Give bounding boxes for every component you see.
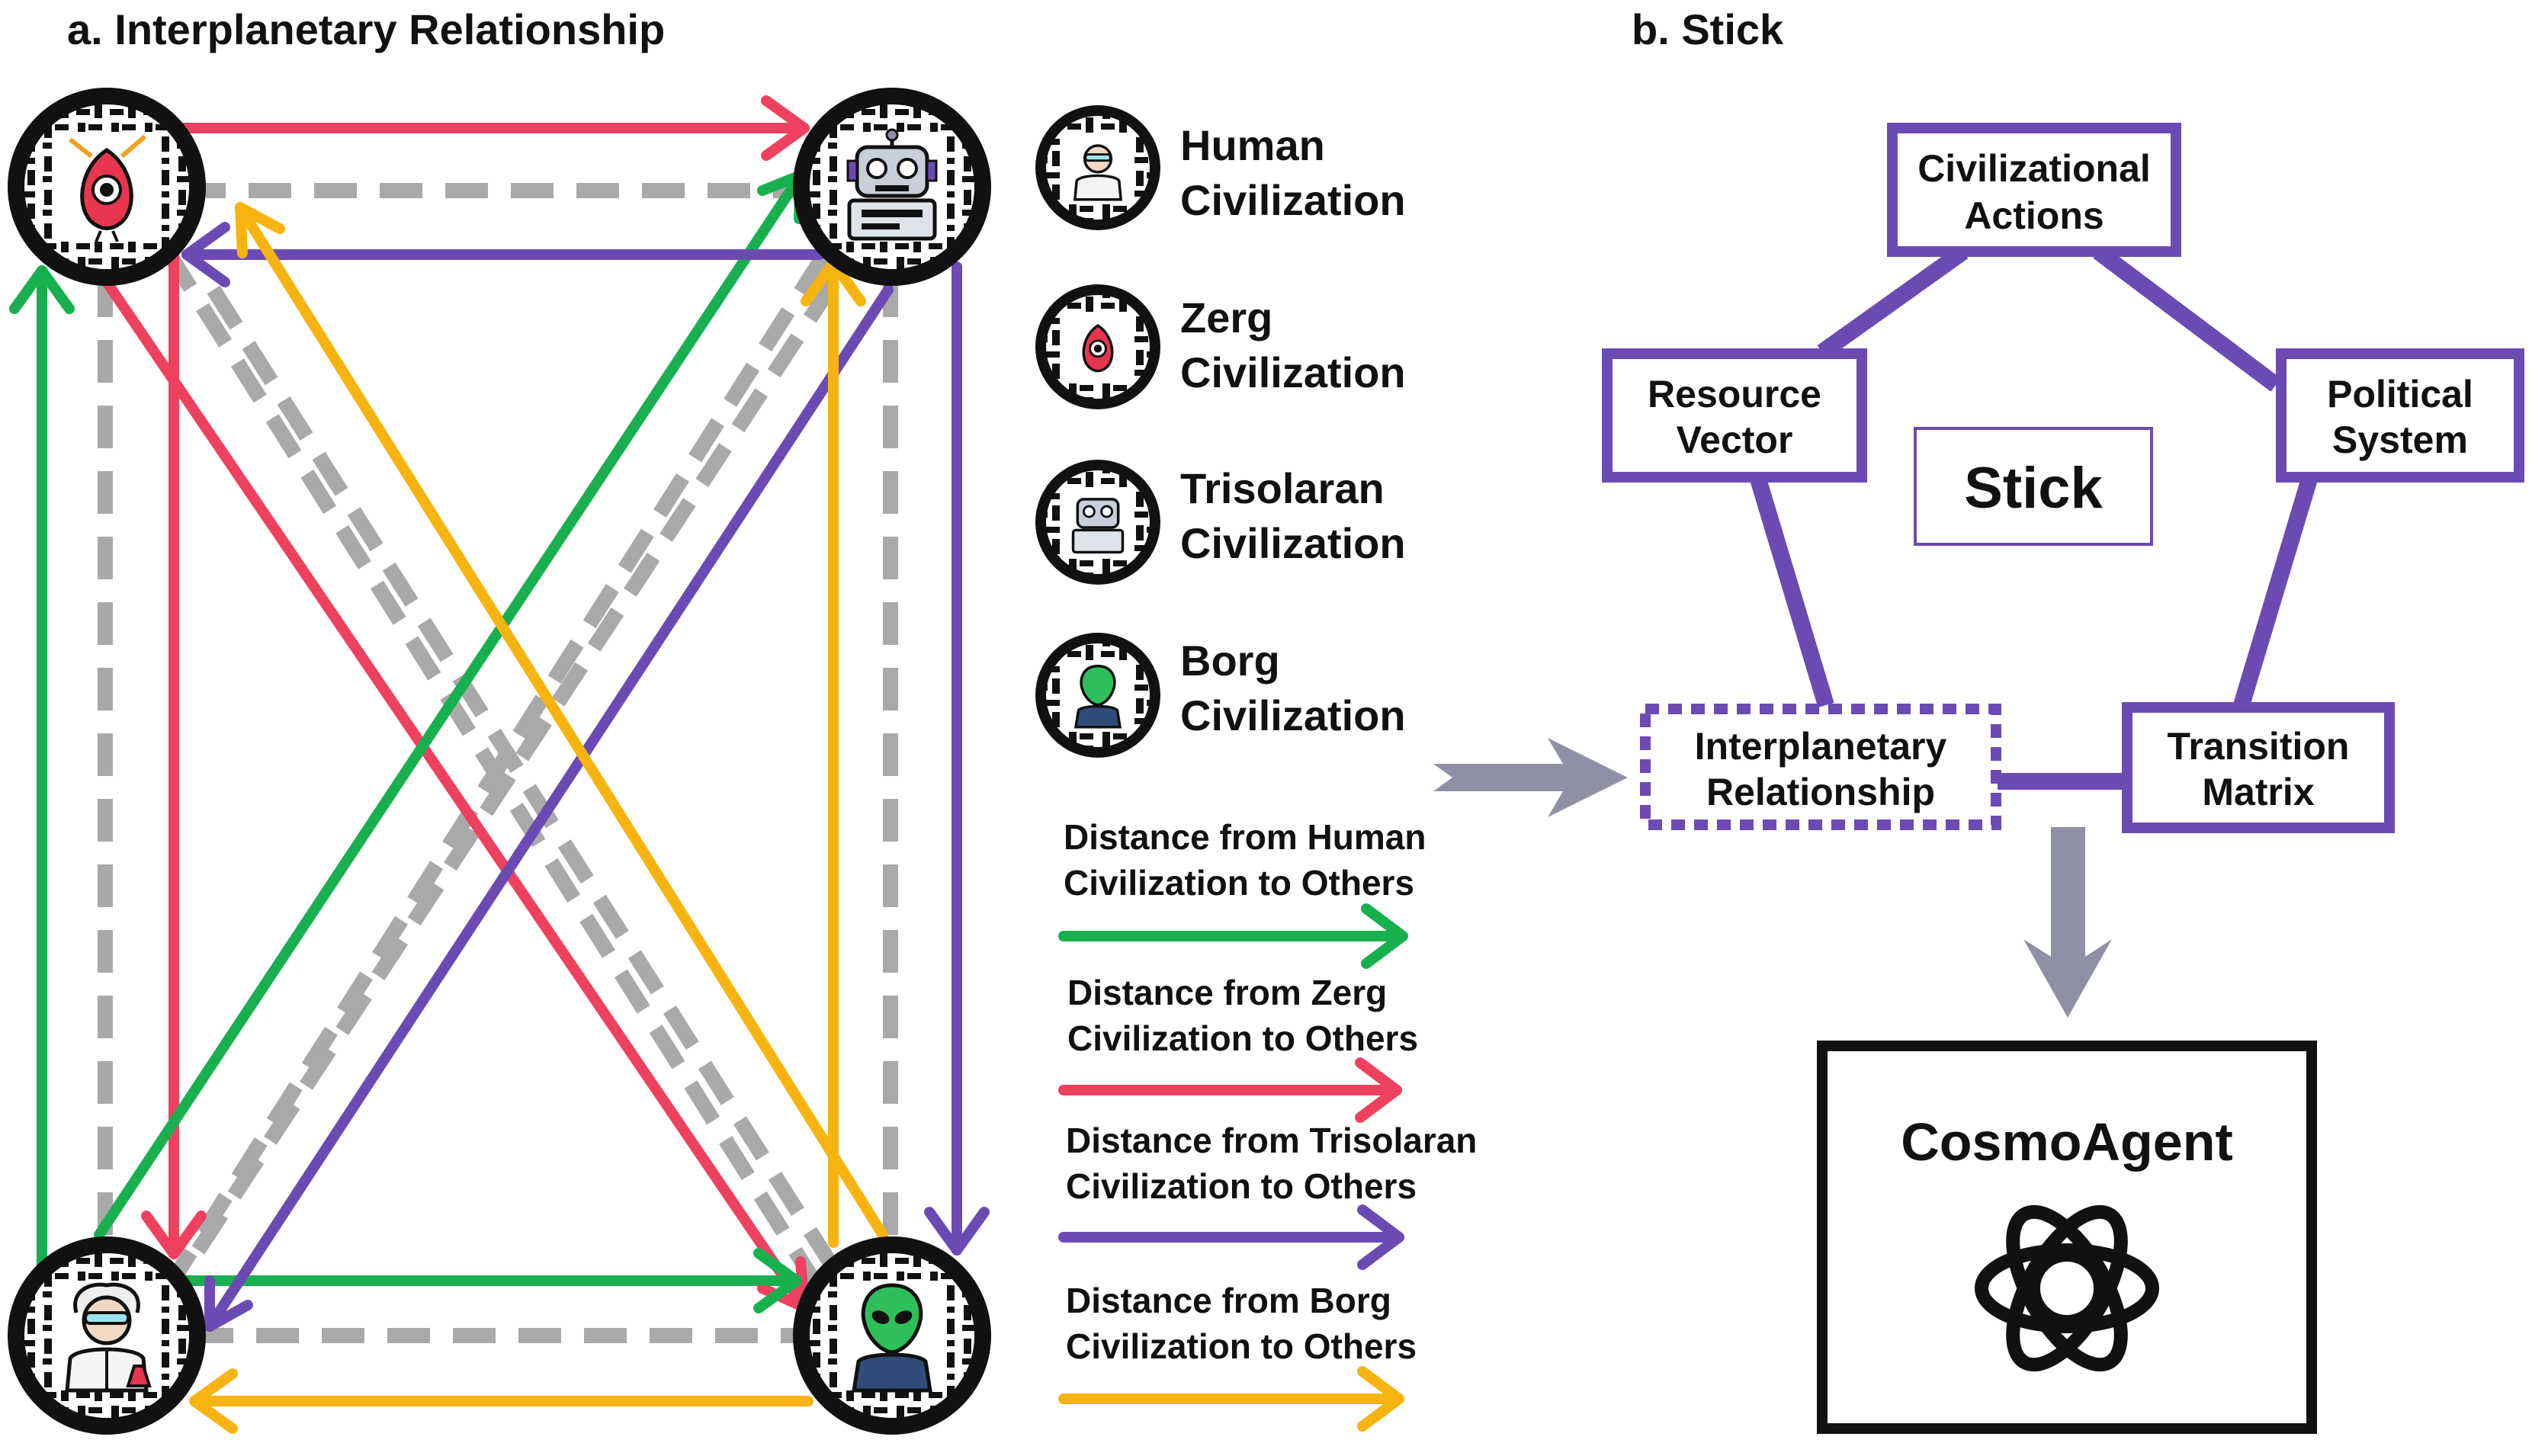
- trisolaran-arrows: [181, 222, 990, 1332]
- box-transition-matrix: Transition Matrix: [2122, 702, 2395, 833]
- box-political-system: Political System: [2276, 348, 2524, 483]
- svg-text:Stick: Stick: [1964, 456, 2103, 521]
- relationship-arrows: [9, 95, 990, 1434]
- legend-civilizations: Human Civilization Zerg Civilization Tri…: [1035, 105, 1406, 758]
- svg-text:Actions: Actions: [1964, 194, 2104, 237]
- legend-zerg-line1: Zerg: [1180, 293, 1272, 342]
- legend-borg-line1: Borg: [1180, 637, 1280, 685]
- flow-arrow-down: [2023, 827, 2112, 1018]
- legend-trisolaran-line2: Civilization: [1180, 519, 1406, 567]
- legend-borg: [1035, 633, 1160, 758]
- zerg-arrows: [101, 95, 810, 1313]
- dashed-line-diag-d: [191, 247, 861, 1255]
- flow-arrow-right: [1433, 738, 1628, 817]
- panel-a-title: a. Interplanetary Relationship: [67, 5, 665, 53]
- zerg-icon: [69, 134, 146, 242]
- legend-human-line1: Human: [1180, 121, 1325, 169]
- legend-trisolaran: [1035, 460, 1160, 585]
- box-stick-center: Stick: [1914, 427, 2153, 546]
- trisolaran-to-human-arrow: [204, 284, 894, 1332]
- legend-arrow-borg: [1058, 1366, 1404, 1432]
- legend-zerg-line2: Civilization: [1180, 348, 1406, 396]
- trisolaran-to-borg-head: [924, 1207, 990, 1256]
- dashed-line-diag-b: [161, 239, 838, 1293]
- node-borg: [793, 1236, 991, 1435]
- svg-text:Civilizational: Civilizational: [1917, 147, 2151, 190]
- scientist-icon: [1073, 144, 1123, 201]
- trisolaran-to-zerg-head: [181, 222, 230, 287]
- svg-text:System: System: [2332, 419, 2468, 461]
- scientist-icon: [65, 1282, 152, 1393]
- legend-arrow-zerg: [1058, 1057, 1402, 1123]
- box-interplanetary-relationship: Interplanetary Relationship: [1640, 704, 2001, 830]
- svg-text:Interplanetary: Interplanetary: [1695, 725, 1947, 768]
- borg-to-zerg-head: [235, 202, 285, 258]
- legend-distance-zerg-line2: Civilization to Others: [1067, 1018, 1418, 1058]
- borg-arrows: [189, 202, 888, 1434]
- svg-text:CosmoAgent: CosmoAgent: [1901, 1112, 2233, 1172]
- dashed-line-diag-c: [207, 285, 853, 1293]
- svg-text:Vector: Vector: [1677, 419, 1793, 461]
- robot-icon: [846, 128, 938, 241]
- legend-distance-trisolaran-line2: Civilization to Others: [1066, 1166, 1417, 1206]
- human-to-borg-head: [753, 1248, 802, 1313]
- zerg-to-trisolaran-head: [761, 95, 810, 161]
- zerg-to-human-head: [141, 1211, 207, 1259]
- legend-arrow-trisolaran: [1058, 1204, 1404, 1270]
- legend-distances: Distance from Human Civilization to Othe…: [1058, 817, 1477, 1432]
- legend-zerg: [1035, 284, 1160, 409]
- svg-text:Resource: Resource: [1648, 373, 1821, 415]
- trisolaran-to-human-head: [204, 1275, 253, 1332]
- legend-human: [1035, 105, 1160, 230]
- box-resource-vector: Resource Vector: [1602, 348, 1867, 483]
- legend-borg-line2: Civilization: [1180, 691, 1406, 739]
- svg-text:Relationship: Relationship: [1706, 771, 1935, 813]
- legend-distance-borg-line2: Civilization to Others: [1066, 1326, 1417, 1366]
- legend-arrow-human: [1058, 903, 1408, 969]
- human-arrows: [9, 170, 806, 1313]
- svg-text:Transition: Transition: [2168, 725, 2350, 768]
- legend-human-line2: Civilization: [1180, 176, 1406, 224]
- box-cosmoagent: CosmoAgent: [1817, 1041, 2317, 1434]
- alien-icon: [852, 1283, 932, 1393]
- node-human: [8, 1236, 206, 1435]
- panel-b-title: b. Stick: [1632, 5, 1784, 53]
- borg-to-zerg-arrow: [235, 202, 888, 1240]
- zerg-icon: [1082, 324, 1114, 373]
- human-to-trisolaran-arrow: [94, 170, 806, 1240]
- stick-connectors: [1749, 245, 2319, 790]
- node-trisolaran: [793, 88, 991, 286]
- openai-logo-icon: [1975, 1204, 2159, 1372]
- human-to-zerg-head: [9, 265, 75, 314]
- box-civilizational-actions: Civilizational Actions: [1887, 123, 2181, 257]
- svg-text:Matrix: Matrix: [2202, 771, 2314, 813]
- legend-distance-borg-line1: Distance from Borg: [1066, 1281, 1391, 1320]
- dashed-relationship-lines: [98, 183, 898, 1343]
- robot-icon: [1071, 498, 1125, 554]
- legend-distance-trisolaran-line1: Distance from Trisolaran: [1066, 1121, 1477, 1160]
- borg-to-human-head: [189, 1368, 238, 1434]
- zerg-to-borg-arrow: [101, 277, 810, 1313]
- legend-trisolaran-line1: Trisolaran: [1180, 464, 1385, 512]
- svg-text:Political: Political: [2327, 373, 2473, 415]
- legend-distance-human-line2: Civilization to Others: [1064, 863, 1414, 903]
- legend-distance-zerg-line1: Distance from Zerg: [1067, 973, 1387, 1012]
- legend-distance-human-line1: Distance from Human: [1064, 817, 1426, 857]
- node-zerg: [8, 88, 206, 286]
- alien-icon: [1073, 664, 1122, 729]
